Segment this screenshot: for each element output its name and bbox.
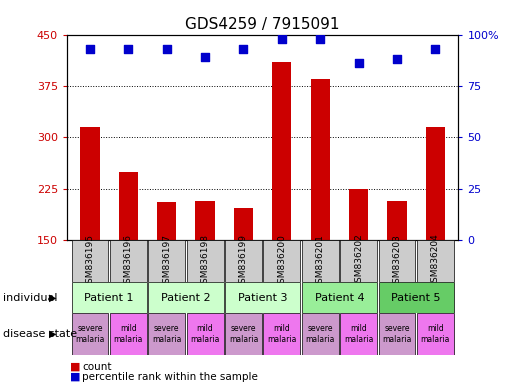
Point — [278, 36, 286, 42]
Text: individual: individual — [3, 293, 57, 303]
FancyBboxPatch shape — [186, 313, 224, 355]
Text: severe
malaria: severe malaria — [75, 324, 105, 344]
FancyBboxPatch shape — [263, 240, 300, 282]
Bar — [119, 172, 138, 343]
FancyBboxPatch shape — [302, 240, 339, 282]
FancyBboxPatch shape — [186, 240, 224, 282]
Text: GSM836200: GSM836200 — [278, 234, 286, 288]
Text: ■: ■ — [70, 372, 80, 382]
Text: GSM836198: GSM836198 — [200, 233, 210, 289]
Text: count: count — [82, 362, 112, 372]
FancyBboxPatch shape — [417, 313, 454, 355]
Bar — [311, 79, 330, 343]
Point — [316, 36, 324, 42]
FancyBboxPatch shape — [148, 282, 224, 313]
FancyBboxPatch shape — [72, 240, 108, 282]
FancyBboxPatch shape — [148, 240, 185, 282]
FancyBboxPatch shape — [379, 282, 454, 313]
Bar — [196, 201, 215, 343]
Text: GSM836202: GSM836202 — [354, 234, 363, 288]
Point — [393, 56, 401, 62]
Text: mild
malaria: mild malaria — [344, 324, 373, 344]
Text: mild
malaria: mild malaria — [421, 324, 450, 344]
Point — [124, 46, 132, 52]
Point — [431, 46, 439, 52]
Text: GSM836196: GSM836196 — [124, 233, 133, 289]
Point — [239, 46, 248, 52]
FancyBboxPatch shape — [340, 313, 377, 355]
FancyBboxPatch shape — [110, 313, 147, 355]
FancyBboxPatch shape — [225, 282, 300, 313]
Bar — [272, 62, 291, 343]
FancyBboxPatch shape — [225, 313, 262, 355]
Bar — [234, 208, 253, 343]
Title: GDS4259 / 7915091: GDS4259 / 7915091 — [185, 17, 340, 32]
FancyBboxPatch shape — [379, 240, 416, 282]
Point — [201, 54, 209, 60]
Text: Patient 5: Patient 5 — [391, 293, 441, 303]
Point — [354, 60, 363, 66]
Text: GSM836197: GSM836197 — [162, 233, 171, 289]
Text: disease state: disease state — [3, 329, 77, 339]
Text: Patient 4: Patient 4 — [315, 293, 364, 303]
FancyBboxPatch shape — [379, 313, 416, 355]
Text: GSM836204: GSM836204 — [431, 234, 440, 288]
Text: Patient 2: Patient 2 — [161, 293, 211, 303]
FancyBboxPatch shape — [302, 313, 339, 355]
Point — [163, 46, 171, 52]
Bar — [157, 202, 176, 343]
Text: ▶: ▶ — [49, 329, 56, 339]
Text: GSM836203: GSM836203 — [392, 234, 402, 288]
FancyBboxPatch shape — [148, 313, 185, 355]
FancyBboxPatch shape — [72, 313, 108, 355]
FancyBboxPatch shape — [302, 282, 377, 313]
Text: severe
malaria: severe malaria — [152, 324, 181, 344]
Text: percentile rank within the sample: percentile rank within the sample — [82, 372, 259, 382]
FancyBboxPatch shape — [263, 313, 300, 355]
Text: mild
malaria: mild malaria — [191, 324, 220, 344]
Bar — [349, 189, 368, 343]
Text: Patient 1: Patient 1 — [84, 293, 134, 303]
Text: severe
malaria: severe malaria — [305, 324, 335, 344]
Text: mild
malaria: mild malaria — [114, 324, 143, 344]
Text: ▶: ▶ — [49, 293, 56, 303]
Text: GSM836201: GSM836201 — [316, 234, 325, 288]
FancyBboxPatch shape — [417, 240, 454, 282]
FancyBboxPatch shape — [225, 240, 262, 282]
FancyBboxPatch shape — [340, 240, 377, 282]
Bar — [426, 127, 445, 343]
Text: GSM836195: GSM836195 — [85, 233, 94, 289]
FancyBboxPatch shape — [110, 240, 147, 282]
Point — [86, 46, 94, 52]
Bar — [387, 201, 406, 343]
Text: GSM836199: GSM836199 — [239, 233, 248, 289]
Bar — [80, 127, 99, 343]
FancyBboxPatch shape — [72, 282, 147, 313]
Text: mild
malaria: mild malaria — [267, 324, 297, 344]
Text: ■: ■ — [70, 362, 80, 372]
Text: Patient 3: Patient 3 — [238, 293, 287, 303]
Text: severe
malaria: severe malaria — [229, 324, 258, 344]
Text: severe
malaria: severe malaria — [382, 324, 411, 344]
